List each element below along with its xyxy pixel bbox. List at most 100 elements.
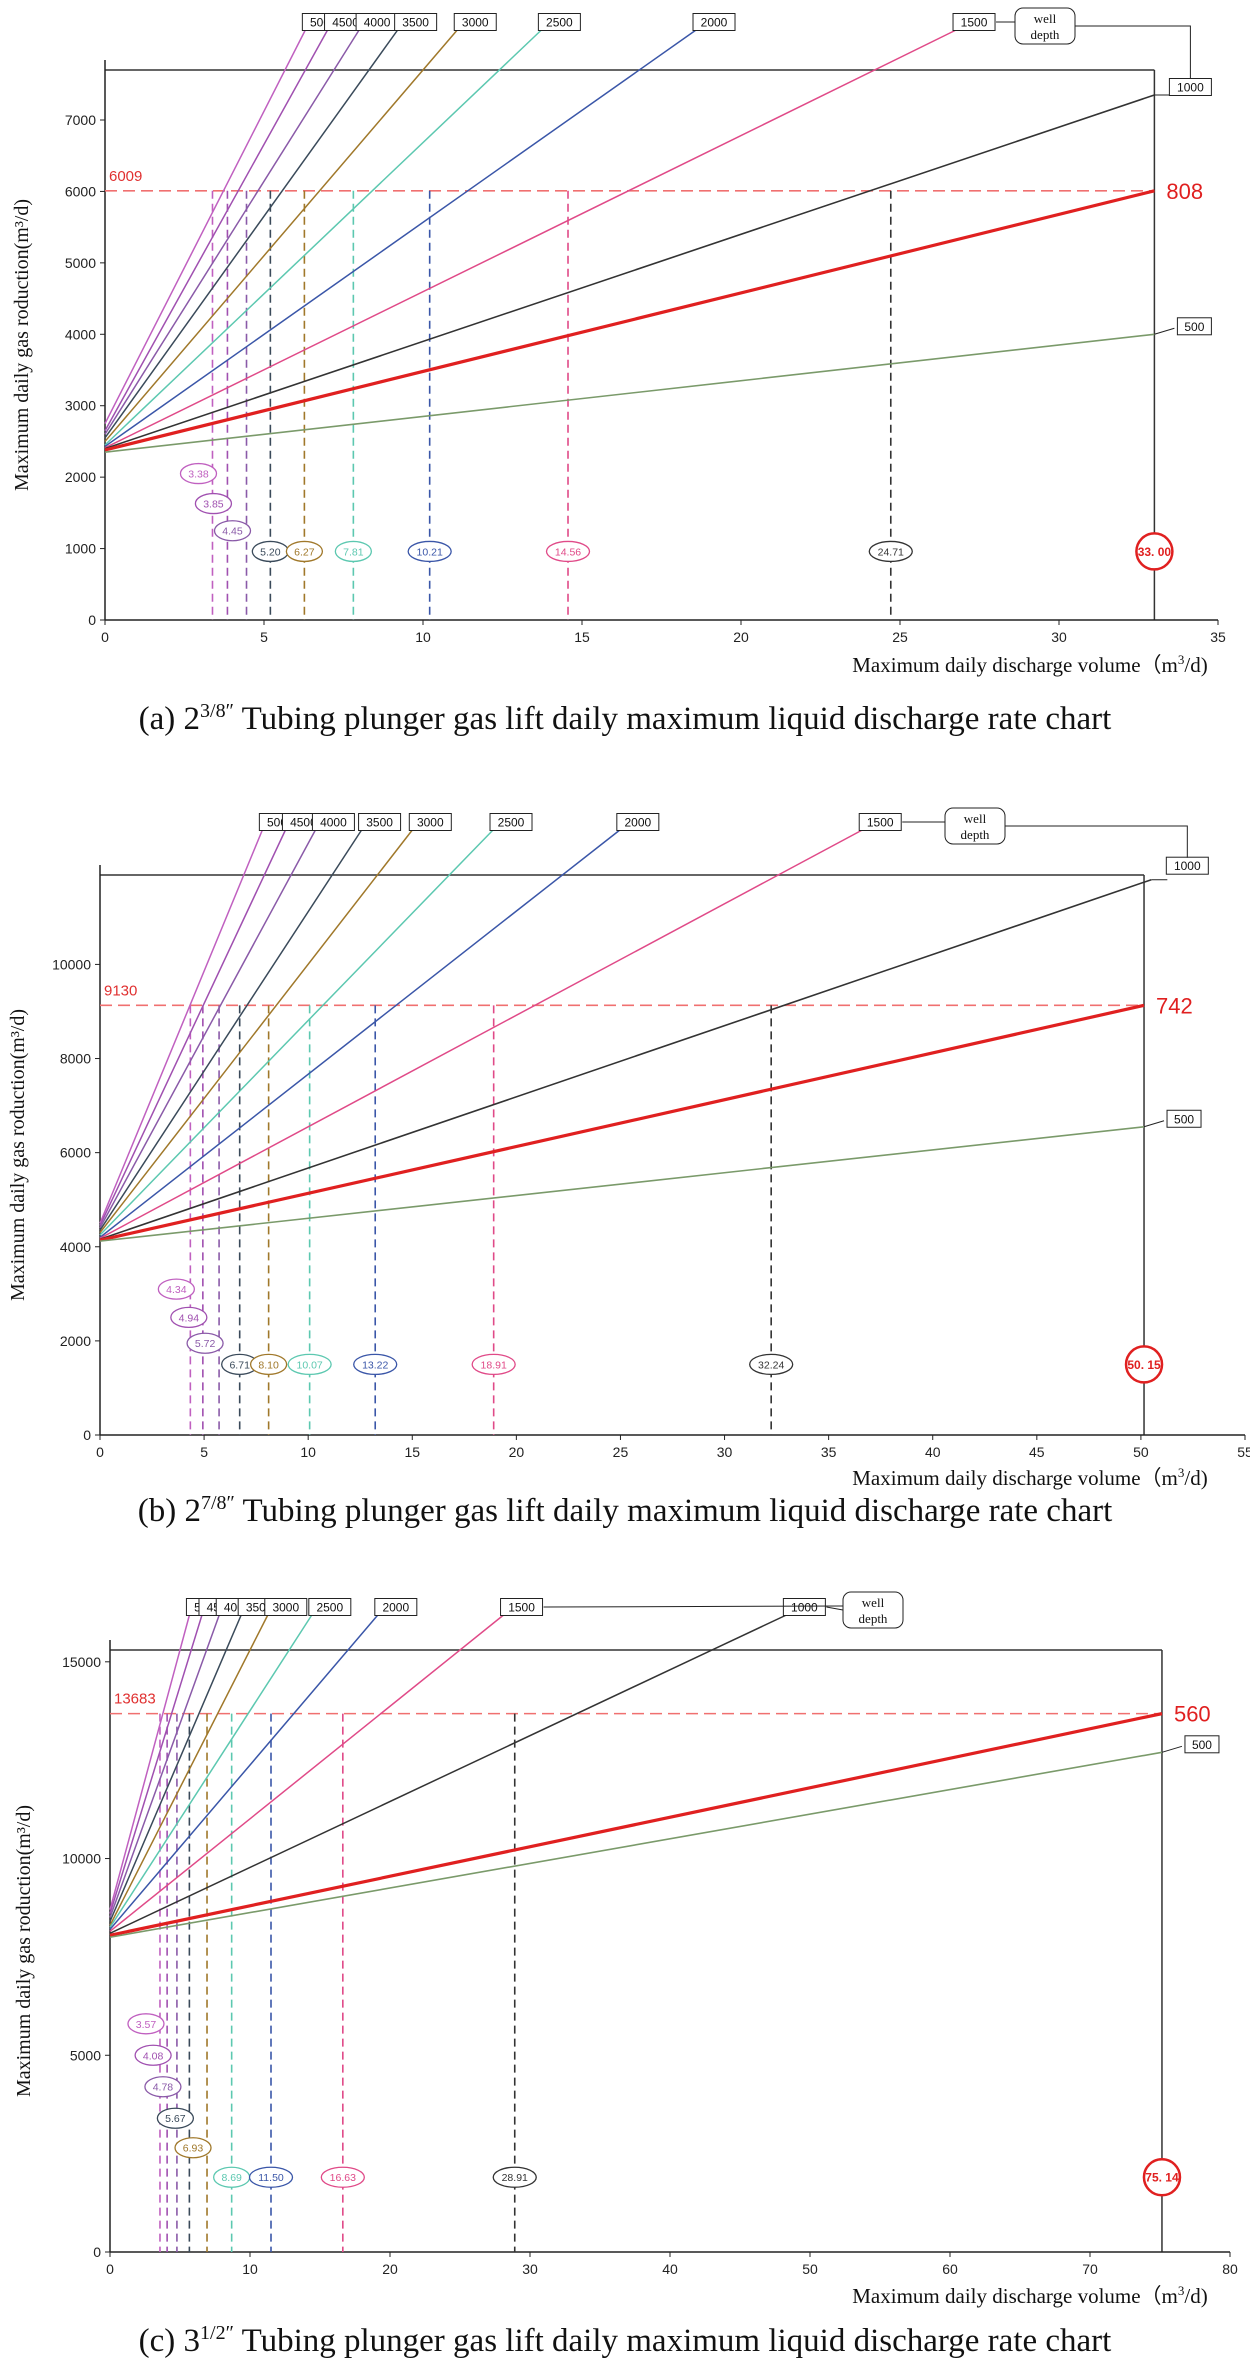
- chart-c-xtick-label: 10: [242, 2261, 258, 2277]
- chart-c-series-4000-line: [109, 1614, 220, 1918]
- chart-c-highlight-label: 560: [1174, 1702, 1211, 1727]
- chart-c-series-1500-line: [109, 1614, 505, 1932]
- chart-a-series-1500-label-box: [952, 13, 996, 31]
- chart-a-series-3000-label-box: [453, 13, 497, 31]
- chart-c-series-5000-line: [109, 1614, 191, 1910]
- chart-c-series-4500-value-label: 4.08: [143, 2050, 164, 2062]
- chart-c-xlabel-sup: 3: [1178, 2283, 1185, 2298]
- chart-c-xtick-label: 70: [1082, 2261, 1098, 2277]
- chart-c-series-1500-value-label: 16.63: [330, 2172, 356, 2184]
- chart-b-ytick-label: 8000: [60, 1051, 91, 1067]
- chart-b-series-500-leader: [1143, 1120, 1165, 1128]
- chart-a-series-500-leader: [1154, 327, 1175, 335]
- chart-c-svg: 0 10 20 30 40 50 60 70 80 0 5000 10000 15000 Maximum …: [13, 1591, 1238, 2308]
- chart-a-series-4000-label: 4000: [364, 16, 391, 30]
- chart-c-series-3500-value-label: 5.67: [165, 2113, 186, 2125]
- chart-c-series-1500-value-oval: [320, 2166, 365, 2188]
- chart-c-ytick-label: 10000: [62, 1851, 101, 1867]
- chart-b-series-5000-value-label: 4.34: [166, 1284, 187, 1296]
- chart-b-series-1000-value-label: 32.24: [758, 1359, 784, 1371]
- chart-a-xtick-label: 0: [101, 629, 109, 645]
- chart-a-xtick-label: 35: [1210, 629, 1226, 645]
- chart-c-series-1000-value-label: 28.91: [502, 2172, 528, 2184]
- chart-b-series-1500-line: [99, 829, 863, 1239]
- caption-c: (c) 31/2″ Tubing plunger gas lift daily …: [0, 2322, 1250, 2360]
- chart-b-series-2500-label-box: [489, 813, 533, 831]
- chart-b-series-4000-value-label: 5.72: [195, 1338, 216, 1350]
- chart-c-xtick-label: 40: [662, 2261, 678, 2277]
- chart-c-xtick-label: 20: [382, 2261, 398, 2277]
- chart-a-xtick-label: 10: [415, 629, 431, 645]
- chart-a-xlabel-post: /d): [1184, 653, 1207, 677]
- chart-b-series-2500-label: 2500: [498, 816, 525, 830]
- caption-c-sup: 1/2″: [200, 2322, 234, 2344]
- chart-b-xtick-label: 45: [1029, 1444, 1045, 1460]
- chart-a-series-3500-label: 3500: [402, 16, 429, 30]
- chart-a-ytick-label: 4000: [65, 326, 96, 342]
- chart-c-series-2000-value-oval: [248, 2166, 294, 2188]
- chart-b-highlight-circle: [1124, 1345, 1164, 1384]
- chart-c-series-500-label-box: [1184, 1735, 1220, 1754]
- chart-c-xtick-label: 60: [942, 2261, 958, 2277]
- chart-c-series-2000-label-box: [374, 1598, 418, 1616]
- chart-a-xlabel-sup: 3: [1178, 652, 1185, 667]
- chart-b-series-4000-line: [99, 829, 317, 1229]
- chart-a-highlight-label: 808: [1166, 179, 1203, 204]
- chart-c-series-3000-line: [109, 1614, 269, 1926]
- chart-b-series-2000-label: 2000: [624, 816, 651, 830]
- chart-b-xtick-label: 40: [925, 1444, 941, 1460]
- chart-a-series-1500-value-label: 14.56: [555, 546, 581, 558]
- chart-b-series-1500-value-label: 18.91: [481, 1359, 507, 1371]
- chart-b-xlabel-post: /d): [1184, 1466, 1207, 1490]
- chart-a-series-4500-line: [104, 29, 329, 432]
- chart-b-series-2500-value-oval: [287, 1353, 332, 1376]
- chart-c-well-depth-line1: well: [862, 1595, 885, 1610]
- chart-b-highlight-value: 50. 15: [1127, 1358, 1161, 1372]
- chart-c-series-5000-value-oval: [127, 2013, 165, 2035]
- chart-c-xtick-label: 0: [106, 2261, 114, 2277]
- chart-a-series-2000-value-label: 10.21: [417, 546, 443, 558]
- chart-panel-c: 0 10 20 30 40 50 60 70 80 0 5000 10000 15000 Maximum …: [0, 1560, 1250, 2369]
- chart-c-series-5000-value-label: 3.57: [136, 2019, 157, 2031]
- chart-c-xlabel-post: /d): [1184, 2284, 1207, 2308]
- chart-b-series-4000-label-box: [311, 813, 355, 831]
- chart-b-xlabel: Maximum daily discharge volume（m3/d): [852, 1465, 1207, 1490]
- chart-a-xtick-label: 20: [733, 629, 749, 645]
- chart-a-well-connector-right: [1075, 25, 1191, 79]
- chart-a-highlight-circle: [1135, 532, 1174, 571]
- chart-a-series-3500-line: [104, 29, 399, 439]
- chart-a-series-4000-value-oval: [213, 520, 252, 542]
- chart-b-ytick-label: 0: [83, 1427, 91, 1443]
- chart-c-series-1500-label: 1500: [508, 1601, 535, 1615]
- chart-a-ref-label: 6009: [109, 168, 142, 185]
- chart-b-xtick-label: 35: [821, 1444, 837, 1460]
- chart-b-series-1500-value-oval: [471, 1353, 516, 1376]
- chart-c-ref-label: 13683: [114, 1691, 156, 1708]
- chart-b-series-3500-value-label: 6.71: [229, 1359, 250, 1371]
- chart-c-series-3000-label-box: [264, 1598, 308, 1616]
- chart-b-series-1500-label-box: [858, 813, 902, 831]
- chart-a-series-500-line: [104, 333, 1155, 453]
- chart-a-ytick-label: 1000: [65, 541, 96, 557]
- chart-c-series-1000-line: [109, 1614, 787, 1934]
- chart-a-well-depth-line1: well: [1034, 11, 1057, 26]
- chart-c-highlight-circle: [1142, 2157, 1182, 2197]
- chart-c-series-3000-value-label: 6.93: [183, 2143, 204, 2155]
- chart-a-ytick-label: 3000: [65, 398, 96, 414]
- chart-b-xtick-label: 0: [96, 1444, 104, 1460]
- chart-c-ylabel: Maximum daily gas roduction(m³/d): [13, 1805, 35, 2097]
- chart-b-series-4500-line: [99, 829, 287, 1226]
- caption-a-text: Tubing plunger gas lift daily maximum li…: [233, 701, 1112, 737]
- chart-b-well-depth-line2: depth: [961, 827, 990, 842]
- chart-a-series-3000-value-label: 6.27: [294, 546, 315, 558]
- chart-b-xlabel-main: Maximum daily discharge volume（m: [852, 1466, 1178, 1490]
- caption-b-text: Tubing plunger gas lift daily maximum li…: [234, 1493, 1113, 1529]
- chart-c-xtick-label: 50: [802, 2261, 818, 2277]
- chart-a-series-2500-value-oval: [334, 540, 373, 563]
- chart-a-series-2000-line: [104, 29, 697, 448]
- chart-b-ytick-label: 2000: [60, 1333, 91, 1349]
- chart-c-series-500-line: [109, 1751, 1163, 1939]
- chart-a-ytick-label: 6000: [65, 183, 96, 199]
- chart-a-xlabel: Maximum daily discharge volume（m3/d): [852, 652, 1207, 677]
- chart-b-series-500-line: [99, 1125, 1145, 1242]
